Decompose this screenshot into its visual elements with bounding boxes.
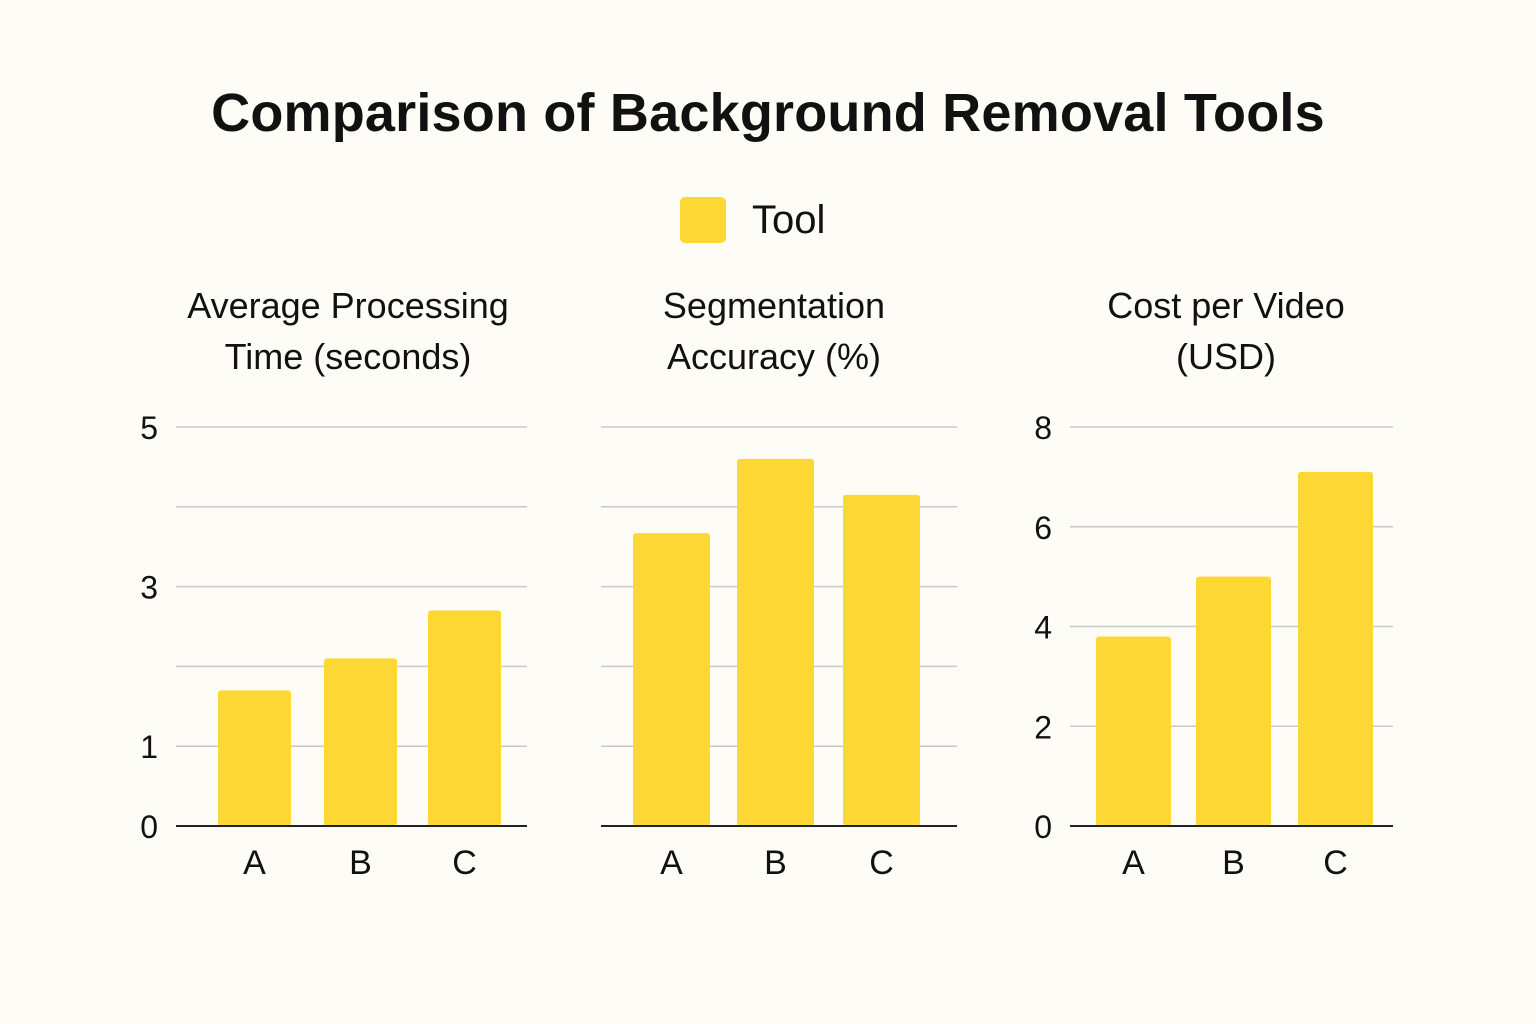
y-tick-label: 0 xyxy=(1034,809,1052,845)
bar-a xyxy=(218,690,291,826)
bar-b xyxy=(737,458,814,826)
chart-3: Cost per Video (USD) 0 2 4 6 8 A B C xyxy=(1034,285,1393,882)
chart-title: Comparison of Background Removal Tools xyxy=(211,83,1325,143)
x-tick-label: B xyxy=(1222,844,1245,882)
bar-a xyxy=(1096,636,1171,826)
y-tick-label: 0 xyxy=(140,809,158,845)
subplot-title-line: Segmentation xyxy=(663,285,885,326)
y-tick-label: 1 xyxy=(140,729,158,765)
legend-label: Tool xyxy=(752,197,826,242)
subplot-title-line: Time (seconds) xyxy=(225,336,472,377)
y-tick-label: 2 xyxy=(1034,709,1052,745)
bar-b xyxy=(1196,576,1271,826)
x-tick-label: A xyxy=(243,844,266,882)
x-tick-label: C xyxy=(869,844,894,882)
x-tick-label: C xyxy=(452,844,477,882)
subplot-title-line: Accuracy (%) xyxy=(667,336,881,377)
bar-b xyxy=(324,658,397,826)
subplot-title-line: (USD) xyxy=(1176,336,1276,377)
legend: Tool xyxy=(680,196,825,244)
y-tick-label: 6 xyxy=(1034,510,1052,546)
x-tick-label: B xyxy=(764,844,787,882)
chart-1: Average Processing Time (seconds) 0 1 3 5 A B C xyxy=(140,285,527,882)
bar-c xyxy=(428,610,501,826)
bar-c xyxy=(1298,471,1373,826)
x-tick-label: B xyxy=(349,844,372,882)
chart-2: Segmentation Accuracy (%) A B C xyxy=(601,285,957,882)
x-tick-label: A xyxy=(1122,844,1145,882)
bar-c xyxy=(843,494,920,826)
x-tick-label: C xyxy=(1323,844,1348,882)
x-tick-label: A xyxy=(660,844,683,882)
y-tick-label: 5 xyxy=(140,410,158,446)
subplot-title-line: Average Processing xyxy=(187,285,509,326)
subplot-title-line: Cost per Video xyxy=(1107,285,1344,326)
y-tick-label: 3 xyxy=(140,570,158,606)
y-tick-label: 8 xyxy=(1034,410,1052,446)
bar-a xyxy=(633,533,710,826)
y-tick-label: 4 xyxy=(1034,610,1052,646)
legend-swatch xyxy=(680,197,726,243)
